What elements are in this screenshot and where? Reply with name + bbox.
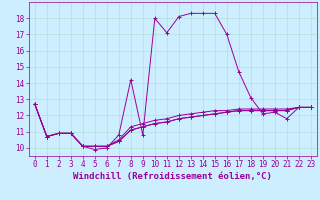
X-axis label: Windchill (Refroidissement éolien,°C): Windchill (Refroidissement éolien,°C): [73, 172, 272, 181]
